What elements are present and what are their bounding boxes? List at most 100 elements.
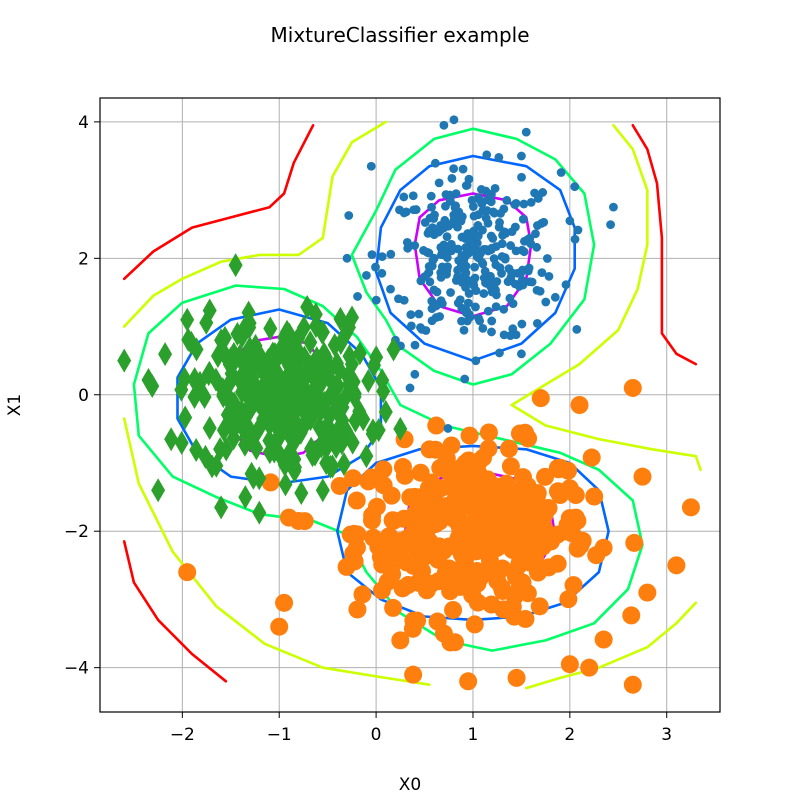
data-point xyxy=(291,363,306,388)
data-point xyxy=(445,492,464,511)
data-point xyxy=(507,668,526,687)
data-point xyxy=(476,493,495,512)
data-point xyxy=(472,231,482,241)
data-point xyxy=(434,178,444,188)
data-point xyxy=(353,585,372,604)
data-point xyxy=(217,342,232,367)
data-point xyxy=(151,478,166,503)
data-point xyxy=(561,280,571,290)
contour-line xyxy=(525,601,698,690)
data-point xyxy=(461,243,471,252)
data-point xyxy=(492,578,511,597)
data-point xyxy=(393,416,408,441)
data-point xyxy=(419,246,428,255)
data-point xyxy=(226,341,241,366)
data-point xyxy=(516,609,535,628)
data-point xyxy=(303,330,318,355)
data-point xyxy=(459,672,478,691)
data-point xyxy=(467,195,477,205)
data-point xyxy=(470,262,480,272)
data-point xyxy=(681,498,700,517)
data-point xyxy=(495,218,504,227)
data-point xyxy=(164,427,179,452)
x-tick-label: 1 xyxy=(468,725,479,745)
data-point xyxy=(158,342,173,367)
data-point xyxy=(427,304,437,314)
data-point xyxy=(338,386,353,411)
data-point xyxy=(189,438,204,463)
data-point xyxy=(347,491,366,510)
data-point xyxy=(494,152,504,162)
data-point xyxy=(542,254,552,263)
data-point xyxy=(434,624,453,643)
data-point xyxy=(510,200,520,209)
data-point xyxy=(536,467,555,486)
data-point xyxy=(490,183,500,193)
data-point xyxy=(425,544,444,563)
data-point xyxy=(305,443,320,468)
data-point xyxy=(377,268,387,278)
data-point xyxy=(441,460,460,479)
data-point xyxy=(315,478,330,503)
y-axis-label: X1 xyxy=(5,394,25,416)
data-point xyxy=(356,407,371,432)
x-tick-label: −2 xyxy=(170,725,195,745)
data-point xyxy=(274,422,289,447)
data-point xyxy=(541,297,551,307)
data-point xyxy=(594,538,613,557)
data-point xyxy=(475,195,485,205)
contour-line xyxy=(122,124,315,281)
data-point xyxy=(479,439,498,458)
data-point xyxy=(270,617,289,636)
data-point xyxy=(367,250,377,260)
data-point xyxy=(329,435,344,460)
data-point xyxy=(263,399,278,424)
data-point xyxy=(449,537,468,556)
data-point xyxy=(446,288,455,297)
data-point xyxy=(362,468,381,487)
data-point xyxy=(449,164,459,174)
data-point xyxy=(406,310,416,320)
data-point xyxy=(565,216,575,226)
data-point xyxy=(533,194,543,203)
data-point xyxy=(327,332,342,357)
data-point xyxy=(559,590,578,609)
chart-title: MixtureClassifier example xyxy=(271,23,530,47)
data-point xyxy=(464,174,474,184)
contour-line xyxy=(132,284,644,652)
x-tick-label: 2 xyxy=(564,725,575,745)
data-point xyxy=(638,583,657,602)
data-point xyxy=(410,241,420,250)
data-point xyxy=(335,408,350,433)
data-point xyxy=(208,367,223,392)
data-point xyxy=(202,415,217,440)
data-point xyxy=(378,572,397,591)
data-point xyxy=(249,436,264,461)
data-point xyxy=(582,448,601,467)
x-axis-label: X0 xyxy=(399,775,421,795)
data-point xyxy=(573,225,583,235)
series-2 xyxy=(117,253,408,525)
data-point xyxy=(386,249,396,259)
contour-line xyxy=(510,124,702,472)
data-point xyxy=(438,569,457,588)
data-point xyxy=(371,547,390,566)
data-point xyxy=(460,426,479,445)
data-point xyxy=(527,277,537,287)
data-point xyxy=(489,254,499,264)
data-point xyxy=(502,196,512,205)
data-point xyxy=(457,212,467,222)
data-point xyxy=(450,203,460,213)
data-point xyxy=(252,500,267,525)
y-tick-label: 0 xyxy=(78,386,89,406)
data-point xyxy=(277,344,292,369)
data-point xyxy=(478,323,488,333)
data-point xyxy=(568,511,587,530)
data-point xyxy=(366,161,376,171)
data-point xyxy=(460,374,470,384)
data-point xyxy=(369,345,384,370)
data-point xyxy=(287,458,302,483)
data-point xyxy=(506,241,516,250)
data-point xyxy=(263,316,278,341)
